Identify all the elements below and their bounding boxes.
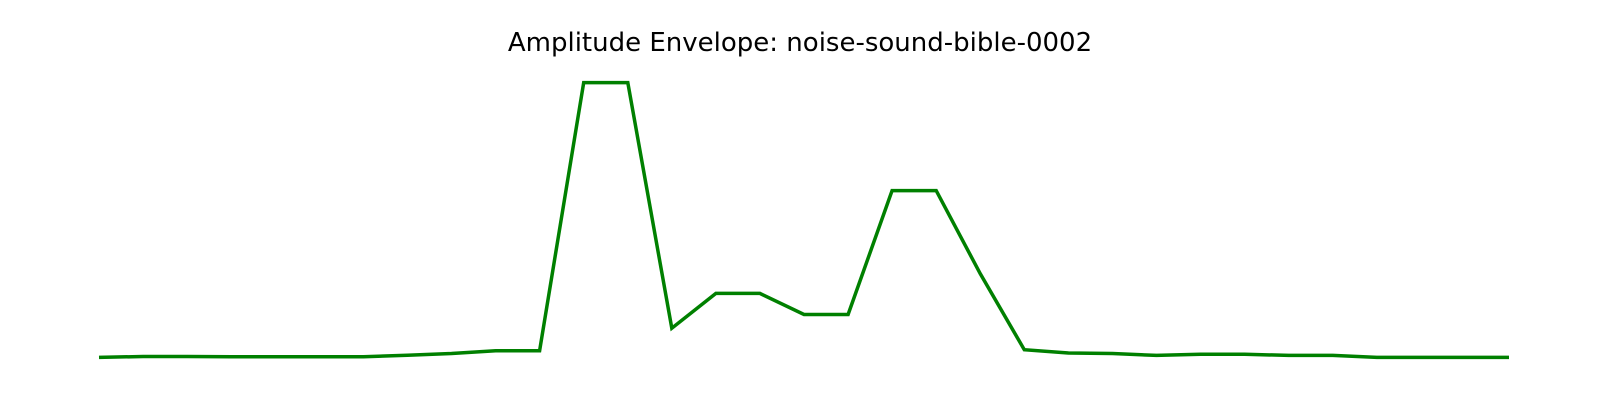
envelope-line	[98, 80, 1509, 360]
plot-area	[98, 80, 1509, 360]
chart-title: Amplitude Envelope: noise-sound-bible-00…	[508, 28, 1092, 58]
